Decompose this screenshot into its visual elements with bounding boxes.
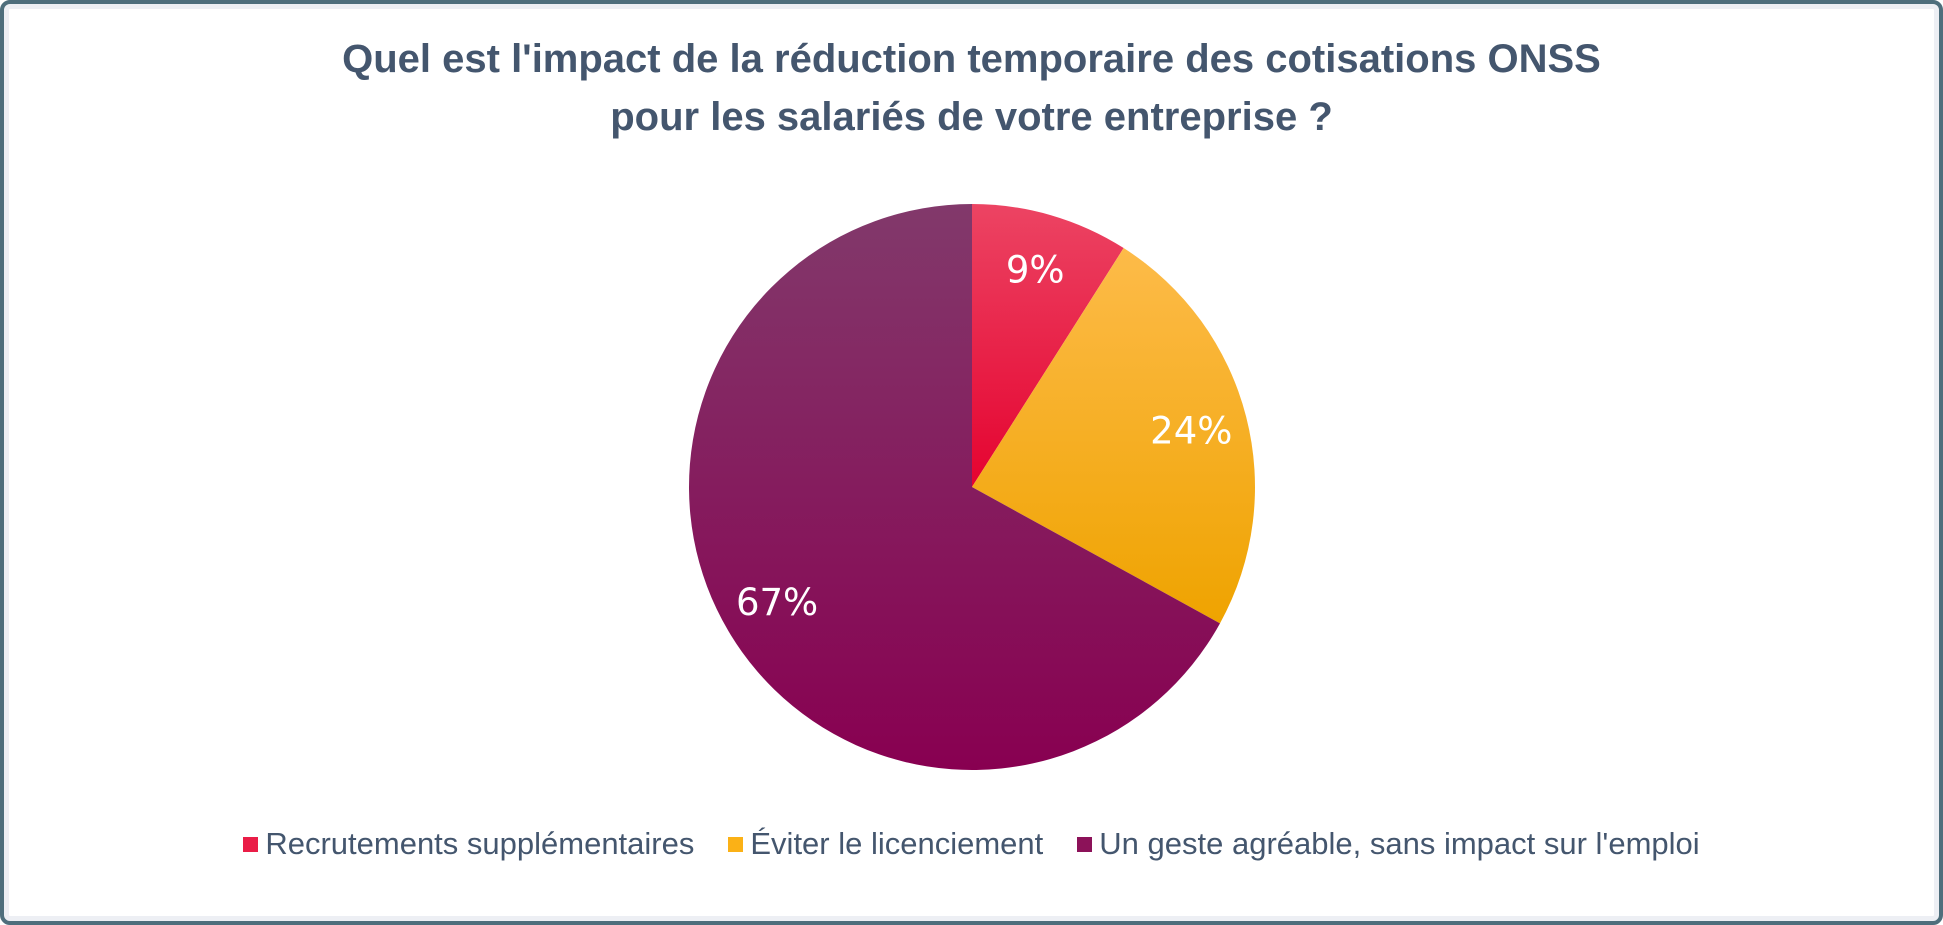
legend-swatch-eviter-licenciement-icon: [728, 836, 744, 852]
legend-label-geste-agreable: Un geste agréable, sans impact sur l'emp…: [1099, 826, 1700, 861]
legend-item-eviter-licenciement: Éviter le licenciement: [728, 826, 1043, 862]
pie-slice-0: [972, 204, 1124, 487]
legend-item-geste-agreable: Un geste agréable, sans impact sur l'emp…: [1077, 826, 1700, 862]
pie-slice-2: [688, 203, 1220, 770]
chart-title: Quel est l'impact de la réduction tempor…: [342, 37, 1601, 139]
legend-label-eviter-licenciement: Éviter le licenciement: [750, 826, 1044, 861]
slice-data-label-2: 67%: [736, 581, 818, 624]
legend-label-recrutements: Recrutements supplémentaires: [265, 826, 695, 861]
slice-data-label-1: 24%: [1150, 410, 1232, 453]
legend: Recrutements supplémentaires Éviter le l…: [4, 826, 1939, 862]
pie-chart: 9% 24% 67%: [688, 203, 1255, 770]
slice-data-label-0: 9%: [1006, 249, 1065, 292]
legend-swatch-recrutements-icon: [243, 836, 259, 852]
legend-item-recrutements: Recrutements supplémentaires: [243, 826, 694, 862]
pie-slice-1: [972, 248, 1255, 624]
legend-swatch-geste-agreable-icon: [1077, 836, 1093, 852]
